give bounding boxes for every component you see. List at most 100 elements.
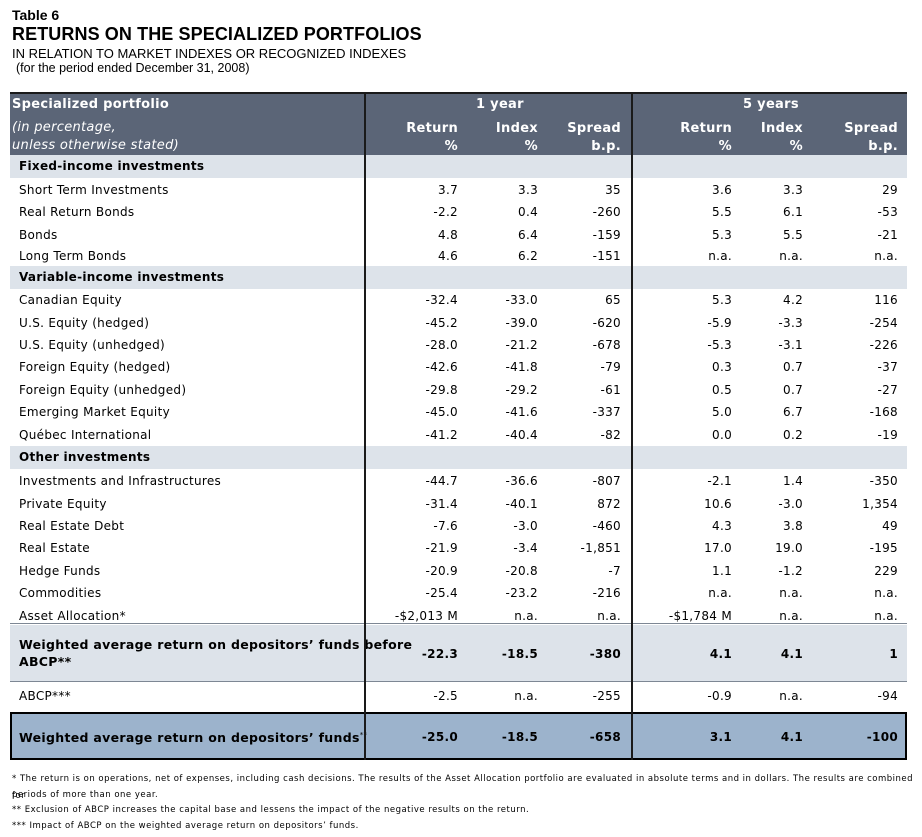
cell-return-1y: 4.8	[438, 228, 458, 242]
col-header-return-1y: Return	[406, 121, 458, 136]
cell-return-5y: 4.1	[709, 647, 732, 661]
cell-spread-1y: -216	[592, 586, 621, 600]
col-header-spread-5y: Spread	[844, 121, 898, 136]
row-label: Foreign Equity (unhedged)	[19, 383, 187, 397]
row-label: Québec International	[19, 428, 152, 442]
cell-spread-5y: -21	[877, 228, 898, 242]
cell-index-5y: 3.3	[783, 183, 803, 197]
cell-spread-1y: n.a.	[597, 609, 621, 623]
row-label: Commodities	[19, 586, 102, 600]
cell-index-5y: 6.1	[783, 205, 803, 219]
weighted-total-label-text: Weighted average return on depositors’ f…	[19, 730, 360, 745]
units-note-line2: unless otherwise stated)	[12, 138, 180, 153]
cell-return-1y: -21.9	[425, 541, 458, 555]
col-unit-index-1y: %	[524, 139, 538, 154]
group-header-5-years: 5 years	[743, 97, 799, 112]
section-title-variable-income: Variable-income investments	[19, 270, 225, 284]
cell-return-1y: 4.6	[438, 249, 458, 263]
weighted-total-band	[10, 712, 907, 760]
cell-index-1y: -3.4	[513, 541, 538, 555]
col-unit-index-5y: %	[789, 139, 803, 154]
row-label: Emerging Market Equity	[19, 405, 170, 419]
cell-return-5y: 5.5	[712, 205, 732, 219]
cell-return-1y: -25.4	[425, 586, 458, 600]
cell-spread-1y: -380	[589, 647, 621, 661]
cell-spread-1y: -807	[592, 474, 621, 488]
weighted-total-label: Weighted average return on depositors’ f…	[19, 730, 367, 745]
row-label: Investments and Infrastructures	[19, 474, 222, 488]
cell-return-1y: -$2,013 M	[394, 609, 458, 623]
cell-index-1y: -33.0	[505, 293, 538, 307]
cell-spread-5y: n.a.	[874, 609, 898, 623]
footnote-3: *** Impact of ABCP on the weighted avera…	[12, 821, 359, 831]
cell-index-5y: 0.2	[783, 428, 803, 442]
cell-return-1y: -22.3	[421, 647, 458, 661]
group-header-1-year: 1 year	[476, 97, 524, 112]
cell-index-1y: 6.4	[518, 228, 538, 242]
col-header-index-5y: Index	[760, 121, 803, 136]
cell-spread-1y: 872	[597, 497, 621, 511]
cell-index-5y: 6.7	[783, 405, 803, 419]
footnote-1: * The return is on operations, net of ex…	[12, 774, 914, 801]
cell-index-5y: -3.1	[778, 338, 803, 352]
cell-spread-1y: -337	[592, 405, 621, 419]
cell-index-5y: -3.0	[778, 497, 803, 511]
cell-return-1y: -28.0	[425, 338, 458, 352]
cell-spread-5y: -53	[877, 205, 898, 219]
cell-return-5y: 5.0	[712, 405, 732, 419]
weighted-total-footnote-mark: **	[360, 731, 368, 739]
cell-return-1y: -45.2	[425, 316, 458, 330]
cell-spread-1y: 35	[605, 183, 621, 197]
cell-spread-1y: 65	[605, 293, 621, 307]
table-subtitle: IN RELATION TO MARKET INDEXES OR RECOGNI…	[12, 46, 407, 61]
cell-return-5y: -5.9	[707, 316, 732, 330]
cell-index-5y: n.a.	[779, 586, 803, 600]
cell-return-5y: 3.1	[709, 730, 732, 744]
cell-index-5y: n.a.	[779, 609, 803, 623]
cell-spread-1y: -82	[600, 428, 621, 442]
row-label: U.S. Equity (unhedged)	[19, 338, 166, 352]
cell-index-1y: -18.5	[501, 730, 538, 744]
cell-return-1y: -32.4	[425, 293, 458, 307]
cell-index-5y: 5.5	[783, 228, 803, 242]
cell-index-5y: -1.2	[778, 564, 803, 578]
cell-index-1y: -41.8	[505, 360, 538, 374]
cell-return-1y: -2.5	[433, 689, 458, 703]
cell-index-1y: -3.0	[513, 519, 538, 533]
cell-spread-5y: -254	[869, 316, 898, 330]
row-label: Private Equity	[19, 497, 107, 511]
cell-return-1y: -20.9	[425, 564, 458, 578]
table-title: RETURNS ON THE SPECIALIZED PORTFOLIOS	[12, 24, 422, 44]
cell-spread-5y: n.a.	[874, 586, 898, 600]
section-band	[10, 446, 907, 469]
cell-return-5y: -5.3	[707, 338, 732, 352]
cell-return-5y: 3.6	[712, 183, 732, 197]
cell-spread-5y: 1,354	[862, 497, 898, 511]
cell-index-1y: 3.3	[518, 183, 538, 197]
cell-spread-5y: -94	[877, 689, 898, 703]
cell-spread-5y: 49	[882, 519, 898, 533]
cell-spread-5y: -350	[869, 474, 898, 488]
cell-spread-5y: 1	[889, 647, 898, 661]
cell-index-1y: 6.2	[518, 249, 538, 263]
cell-index-1y: n.a.	[514, 609, 538, 623]
cell-spread-5y: -27	[877, 383, 898, 397]
col-unit-return-5y: %	[718, 139, 732, 154]
weighted-before-label-line1: Weighted average return on depositors’ f…	[19, 637, 413, 652]
cell-spread-1y: -460	[592, 519, 621, 533]
cell-return-1y: -44.7	[425, 474, 458, 488]
cell-spread-1y: -61	[600, 383, 621, 397]
cell-index-1y: 0.4	[518, 205, 538, 219]
cell-return-5y: n.a.	[708, 586, 732, 600]
cell-index-1y: -23.2	[505, 586, 538, 600]
divider-after-weighted	[10, 681, 907, 682]
cell-index-5y: n.a.	[779, 689, 803, 703]
cell-spread-1y: -658	[589, 730, 621, 744]
col-unit-spread-1y: b.p.	[591, 139, 621, 154]
cell-index-1y: -40.4	[505, 428, 538, 442]
cell-return-1y: 3.7	[438, 183, 458, 197]
cell-index-1y: -36.6	[505, 474, 538, 488]
cell-spread-5y: 116	[874, 293, 898, 307]
column-divider-1	[364, 92, 366, 760]
portfolio-column-header: Specialized portfolio	[12, 97, 170, 112]
